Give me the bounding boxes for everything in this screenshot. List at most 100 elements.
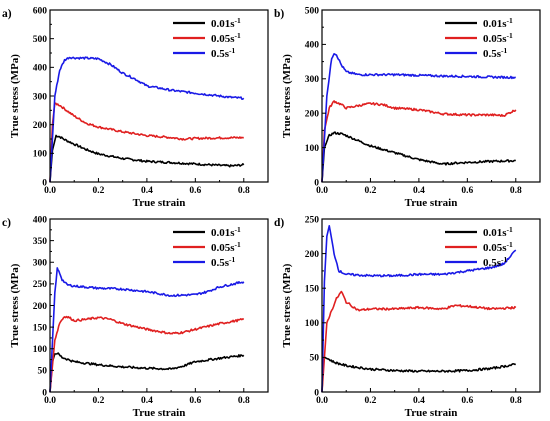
series-line-1 [49,134,245,183]
y-tick-label: 400 [33,64,48,74]
y-tick-label: 0 [314,178,319,188]
y-axis-label: True stress (MPa) [281,263,293,347]
y-tick-label: 300 [33,259,48,269]
y-tick-label: 100 [305,319,320,329]
y-tick-label: 600 [33,6,48,16]
legend: 0.01s-10.05s-10.5s-1 [173,225,241,269]
legend-entry: 0.01s-1 [483,16,513,30]
legend-superscript: -1 [229,255,235,264]
legend-entry: 0.05s-1 [483,240,513,254]
y-tick-label: 200 [33,302,48,312]
legend-entry: 0.5s-1 [483,255,508,269]
y-tick-label: 400 [33,215,48,225]
legend-superscript: -1 [229,46,235,55]
series-line-3 [49,267,245,393]
y-tick-label: 300 [33,92,48,102]
legend-entry: 0.05s-1 [211,31,241,45]
x-tick-label: 0.4 [413,396,425,406]
y-tick-label: 200 [305,250,320,260]
y-tick-label: 100 [33,150,48,160]
chart-panel-3: 0.0 0.2 0.4 0.6 0.8 0 50 100 150 200 250 300 350 400 T… [2,215,269,419]
chart-panel-2: 0.0 0.2 0.4 0.6 0.8 0 100 200 300 400 500 True stra… [274,6,541,209]
y-axis-label: True stress (MPa) [9,263,21,347]
y-tick-label: 500 [305,6,320,16]
y-tick-label: 0 [42,178,47,188]
legend-superscript: -1 [235,225,241,234]
x-tick-label: 0.2 [365,186,377,196]
legend-entry: 0.05s-1 [211,240,241,254]
y-tick-label: 400 [305,41,320,51]
y-tick-label: 150 [33,323,48,333]
y-tick-label: 50 [38,367,48,377]
legend-superscript: -1 [235,31,241,40]
series-line-1 [321,356,516,393]
x-tick-label: 0.0 [44,396,56,406]
series-line-3 [321,225,517,393]
legend: 0.01s-10.05s-10.5s-1 [445,16,513,60]
series-line-2 [49,315,245,393]
legend-entry: 0.01s-1 [211,225,241,239]
x-axis-label: True strain [405,197,458,209]
legend-entry: 0.05s-1 [483,31,513,45]
y-tick-label: 250 [305,215,320,225]
x-tick-label: 0.0 [316,186,328,196]
series-line-1 [321,131,517,183]
x-tick-label: 0.8 [510,396,522,406]
panel-label: a) [2,8,12,20]
x-tick-label: 0.2 [93,186,105,196]
legend-entry: 0.01s-1 [483,225,513,239]
y-tick-label: 200 [33,121,48,131]
series-line-2 [49,102,244,183]
panel-label: b) [274,8,284,20]
legend-entry: 0.5s-1 [211,46,236,60]
x-axis-label: True strain [405,407,458,419]
x-tick-label: 0.4 [141,396,153,406]
x-tick-label: 0.2 [365,396,377,406]
x-tick-label: 0.6 [461,396,473,406]
x-tick-label: 0.6 [461,186,473,196]
legend-superscript: -1 [507,225,513,234]
y-tick-label: 0 [42,388,47,398]
y-tick-label: 250 [33,280,48,290]
x-tick-label: 0.6 [189,396,201,406]
legend-superscript: -1 [507,16,513,25]
x-tick-label: 0.6 [189,186,201,196]
legend-superscript: -1 [501,46,507,55]
x-tick-label: 0.8 [510,186,522,196]
legend-entry: 0.5s-1 [483,46,508,60]
legend-superscript: -1 [235,240,241,249]
y-tick-label: 200 [305,110,320,120]
legend-superscript: -1 [235,16,241,25]
series-line-3 [321,52,516,183]
y-tick-label: 300 [305,75,320,85]
y-tick-label: 500 [33,35,48,45]
x-tick-label: 0.4 [141,186,153,196]
legend-entry: 0.01s-1 [211,16,241,30]
legend: 0.01s-10.05s-10.5s-1 [445,225,513,269]
x-axis-label: True strain [133,407,186,419]
series-line-3 [49,56,245,183]
y-tick-label: 150 [305,285,320,295]
y-tick-label: 100 [33,345,48,355]
legend-superscript: -1 [507,31,513,40]
legend: 0.01s-10.05s-10.5s-1 [173,16,241,60]
x-tick-label: 0.8 [238,396,250,406]
series-line-1 [49,352,245,393]
chart-panel-1: 0.0 0.2 0.4 0.6 0.8 0 100 200 300 400 500 600 True s… [2,6,269,209]
series-line-2 [321,290,517,393]
x-tick-label: 0.2 [93,396,105,406]
y-tick-label: 350 [33,237,48,247]
legend-entry: 0.5s-1 [211,255,236,269]
series-line-2 [321,100,517,183]
x-tick-label: 0.0 [44,186,56,196]
x-axis-label: True strain [133,197,186,209]
x-tick-label: 0.0 [316,396,328,406]
y-axis-label: True stress (MPa) [281,54,293,138]
panel-label: c) [2,217,11,229]
legend-superscript: -1 [501,255,507,264]
y-tick-label: 100 [305,144,320,154]
y-tick-label: 50 [310,354,320,364]
x-tick-label: 0.8 [238,186,250,196]
chart-panel-4: 0.0 0.2 0.4 0.6 0.8 0 50 100 150 200 250 True strai… [274,215,541,419]
